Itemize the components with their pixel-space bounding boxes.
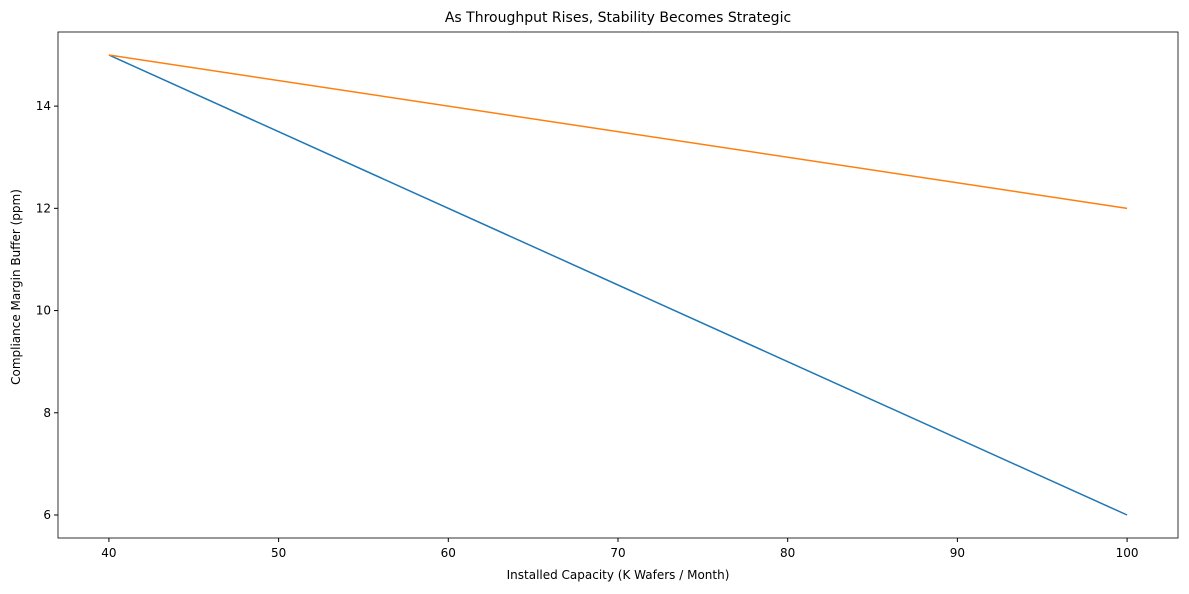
data-line [108, 54, 1128, 516]
plot-frame [57, 31, 1179, 539]
x-tick-label: 80 [780, 546, 795, 560]
x-tick-label: 90 [950, 546, 965, 560]
x-tick-label: 70 [610, 546, 625, 560]
chart-title: As Throughput Rises, Stability Becomes S… [445, 10, 791, 26]
y-tick-label: 14 [36, 99, 51, 113]
x-tick-label: 40 [101, 546, 116, 560]
data-line [108, 54, 1128, 210]
x-tick-label: 100 [1116, 546, 1139, 560]
y-tick-label: 6 [43, 508, 51, 522]
x-tick-label: 60 [441, 546, 456, 560]
y-tick-label: 8 [43, 406, 51, 420]
y-tick-label: 10 [36, 304, 51, 318]
y-axis-label: Compliance Margin Buffer (ppm) [9, 189, 23, 385]
x-tick-label: 50 [271, 546, 286, 560]
x-axis-label: Installed Capacity (K Wafers / Month) [507, 568, 730, 582]
y-tick-label: 12 [36, 201, 51, 215]
